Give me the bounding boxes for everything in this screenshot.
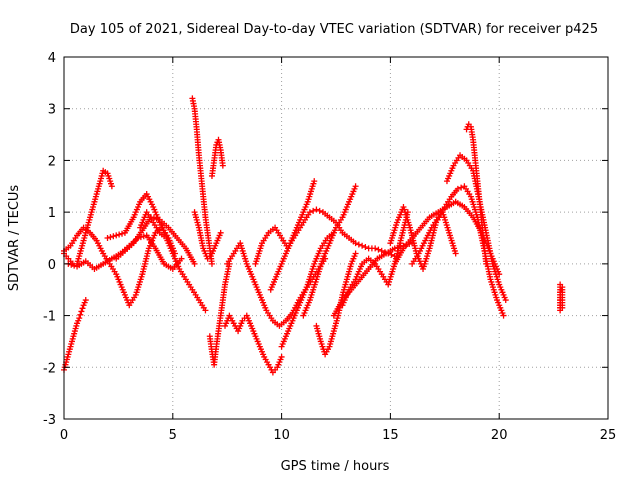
data-point bbox=[483, 260, 490, 267]
data-point bbox=[352, 183, 359, 190]
data-point bbox=[306, 209, 313, 216]
data-point bbox=[140, 233, 147, 240]
y-tick-label: 1 bbox=[48, 206, 56, 221]
data-points bbox=[61, 95, 566, 376]
data-point bbox=[78, 308, 85, 315]
data-point bbox=[71, 262, 78, 269]
y-tick-label: -3 bbox=[43, 413, 56, 428]
data-point bbox=[110, 233, 117, 240]
data-point bbox=[113, 232, 120, 239]
series-track-j bbox=[208, 136, 226, 179]
data-point bbox=[68, 261, 75, 268]
data-point bbox=[452, 250, 459, 257]
series-track-i bbox=[191, 209, 224, 262]
series-track-g bbox=[137, 209, 209, 314]
x-tick-label: 0 bbox=[60, 428, 68, 443]
x-tick-label: 10 bbox=[273, 428, 290, 443]
series-track-y bbox=[463, 121, 490, 267]
data-point bbox=[82, 297, 89, 304]
series-track-o bbox=[267, 206, 398, 293]
series-track-h bbox=[189, 95, 215, 267]
data-point bbox=[79, 305, 86, 312]
data-point bbox=[458, 184, 465, 191]
plot-frame bbox=[63, 56, 609, 420]
series-track-f bbox=[113, 214, 198, 267]
data-point bbox=[107, 234, 114, 241]
series-track-b bbox=[61, 167, 115, 267]
data-point bbox=[119, 230, 126, 237]
y-tick-label: 4 bbox=[48, 51, 56, 66]
data-point bbox=[76, 315, 83, 322]
data-point bbox=[375, 246, 382, 253]
data-point bbox=[559, 304, 566, 311]
data-point bbox=[217, 229, 224, 236]
data-point bbox=[310, 207, 317, 214]
data-point bbox=[208, 260, 215, 267]
data-point bbox=[359, 242, 366, 249]
series-track-k bbox=[206, 260, 233, 368]
data-point bbox=[352, 250, 359, 257]
x-axis-label: GPS time / hours bbox=[281, 459, 390, 474]
data-point bbox=[153, 216, 160, 223]
data-point bbox=[454, 185, 461, 192]
series-track-l bbox=[222, 312, 285, 376]
y-axis-label: SDTVAR / TECUs bbox=[7, 185, 22, 292]
axis-ticks: 0 5 10 15 20 25 -3 -2 -1 0 1 2 3 4 bbox=[43, 51, 616, 443]
data-point bbox=[311, 178, 318, 185]
data-point bbox=[500, 312, 507, 319]
chart-title: Day 105 of 2021, Sidereal Day-to-day VTE… bbox=[70, 22, 598, 37]
data-point bbox=[202, 307, 209, 314]
data-point bbox=[104, 235, 111, 241]
series-track-e bbox=[104, 191, 176, 252]
x-tick-label: 5 bbox=[169, 428, 177, 443]
data-point bbox=[178, 255, 185, 262]
y-tick-label: -1 bbox=[43, 310, 56, 325]
x-tick-label: 25 bbox=[600, 428, 617, 443]
series-track-q bbox=[300, 183, 359, 319]
data-point bbox=[355, 241, 362, 248]
data-point bbox=[378, 247, 385, 254]
data-point bbox=[313, 206, 320, 213]
data-point bbox=[352, 240, 359, 247]
y-tick-label: 2 bbox=[48, 154, 56, 169]
y-tick-label: -2 bbox=[43, 361, 56, 376]
data-point bbox=[116, 231, 123, 238]
data-point bbox=[278, 353, 285, 360]
x-tick-label: 15 bbox=[382, 428, 399, 443]
series-track-z bbox=[557, 281, 566, 314]
data-point bbox=[362, 244, 369, 251]
data-point bbox=[372, 245, 379, 252]
data-point bbox=[108, 183, 115, 190]
data-point bbox=[77, 311, 84, 318]
data-point bbox=[388, 251, 395, 258]
data-point bbox=[316, 207, 323, 214]
x-tick-label: 20 bbox=[491, 428, 508, 443]
data-point bbox=[502, 297, 509, 304]
y-tick-label: 0 bbox=[48, 258, 56, 273]
series-track-a bbox=[61, 297, 89, 373]
y-tick-label: 3 bbox=[48, 103, 56, 118]
data-point bbox=[219, 162, 226, 169]
data-point bbox=[191, 260, 198, 267]
